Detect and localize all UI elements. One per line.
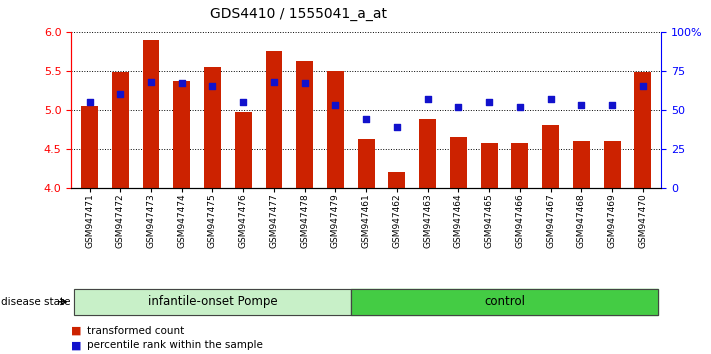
Point bbox=[145, 79, 156, 85]
Bar bbox=[419, 119, 436, 188]
Point bbox=[330, 102, 341, 108]
Bar bbox=[358, 139, 375, 188]
Bar bbox=[204, 67, 221, 188]
Bar bbox=[296, 61, 313, 188]
Bar bbox=[481, 143, 498, 188]
Bar bbox=[265, 51, 282, 188]
Text: transformed count: transformed count bbox=[87, 326, 184, 336]
Bar bbox=[143, 40, 159, 188]
Text: disease state: disease state bbox=[1, 297, 70, 307]
Point bbox=[360, 116, 372, 122]
Text: ■: ■ bbox=[71, 326, 82, 336]
Text: percentile rank within the sample: percentile rank within the sample bbox=[87, 340, 262, 350]
Text: infantile-onset Pompe: infantile-onset Pompe bbox=[148, 295, 277, 308]
Bar bbox=[542, 125, 559, 188]
Bar bbox=[511, 143, 528, 188]
Point bbox=[606, 102, 618, 108]
Point bbox=[176, 80, 188, 86]
Point bbox=[391, 124, 402, 130]
Bar bbox=[573, 141, 589, 188]
Point bbox=[514, 104, 525, 109]
Point bbox=[453, 104, 464, 109]
Point bbox=[545, 96, 556, 102]
Text: ■: ■ bbox=[71, 340, 82, 350]
Bar bbox=[604, 141, 621, 188]
Text: GDS4410 / 1555041_a_at: GDS4410 / 1555041_a_at bbox=[210, 7, 387, 21]
Point bbox=[114, 91, 126, 97]
Bar bbox=[112, 72, 129, 188]
Bar bbox=[388, 172, 405, 188]
Point bbox=[422, 96, 433, 102]
Point bbox=[237, 99, 249, 105]
Bar bbox=[450, 137, 467, 188]
Bar bbox=[81, 106, 98, 188]
Point bbox=[268, 79, 279, 85]
Bar bbox=[235, 112, 252, 188]
Point bbox=[483, 99, 495, 105]
Point bbox=[637, 84, 648, 89]
Point bbox=[84, 99, 95, 105]
Point bbox=[207, 84, 218, 89]
Bar bbox=[327, 71, 344, 188]
Point bbox=[576, 102, 587, 108]
Bar bbox=[173, 81, 191, 188]
Bar bbox=[634, 72, 651, 188]
Text: control: control bbox=[484, 295, 525, 308]
Point bbox=[299, 80, 311, 86]
